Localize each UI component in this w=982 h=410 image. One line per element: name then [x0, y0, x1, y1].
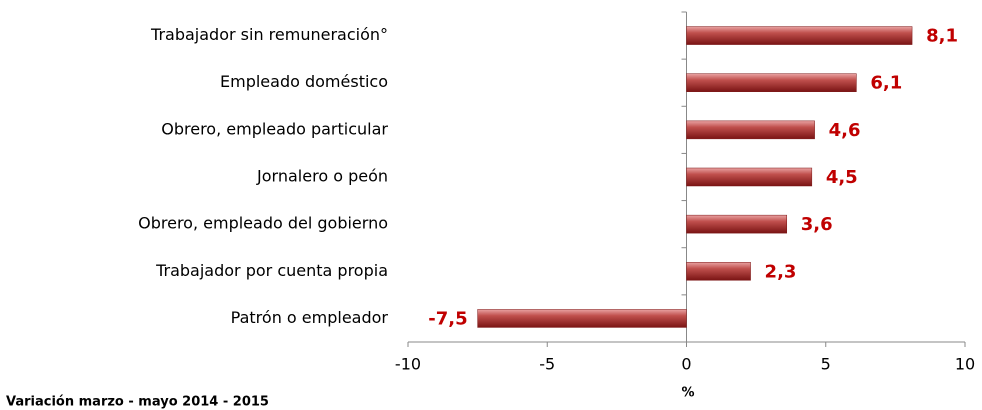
value-label: -7,5 [428, 308, 467, 329]
x-tick-label: 0 [681, 355, 691, 374]
x-tick-label: -10 [395, 355, 421, 374]
bar [686, 120, 815, 140]
value-label: 8,1 [926, 26, 958, 47]
bar [686, 262, 751, 281]
bar [686, 167, 813, 187]
category-label: Trabajador por cuenta propia [155, 261, 388, 280]
value-label: 3,6 [801, 214, 833, 235]
category-label: Empleado doméstico [220, 72, 388, 91]
x-tick-label: 10 [955, 355, 975, 374]
value-label: 2,3 [765, 261, 797, 282]
footnote: Variación marzo - mayo 2014 - 2015 [6, 395, 269, 410]
value-label: 4,5 [826, 167, 858, 188]
bar [477, 309, 687, 328]
x-axis-label: % [681, 386, 694, 401]
category-label: Trabajador sin remuneración° [150, 25, 388, 44]
category-label: Jornalero o peón [256, 167, 388, 186]
bar [686, 214, 788, 234]
category-label: Patrón o empleador [231, 308, 389, 327]
value-label: 6,1 [870, 73, 902, 94]
category-label: Obrero, empleado del gobierno [138, 214, 388, 233]
bar [686, 26, 913, 45]
x-tick-label: -5 [539, 355, 555, 374]
category-label: Obrero, empleado particular [161, 119, 388, 138]
bar [686, 73, 857, 92]
value-label: 4,6 [829, 120, 861, 141]
x-tick-label: 5 [821, 355, 831, 374]
